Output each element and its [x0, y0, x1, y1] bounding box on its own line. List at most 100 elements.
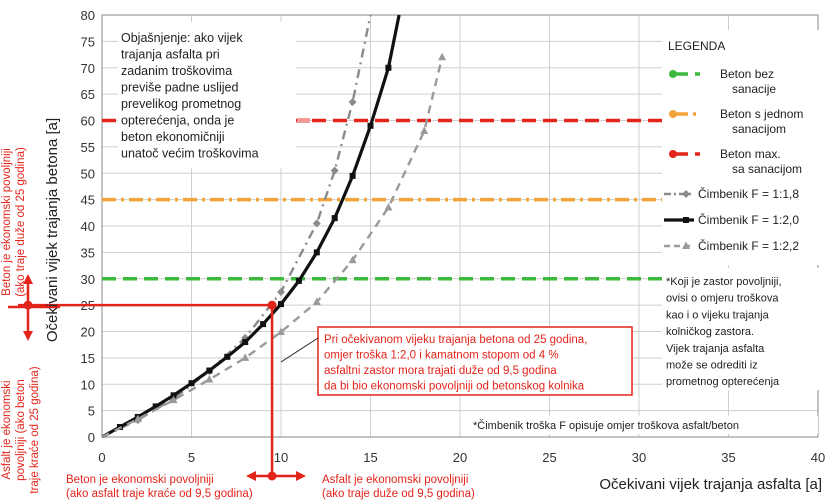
data-point	[188, 380, 195, 387]
legend-label: Čimbenik F = 1:2,2	[698, 238, 799, 253]
legend-marker	[682, 190, 690, 198]
red-box-line-1: Pri očekivanom vijeku trajanja betona od…	[324, 334, 587, 346]
legend-label: Čimbenik F = 1:1,8	[698, 186, 799, 201]
arrow-down-head	[23, 331, 33, 341]
y-tick-label: 55	[81, 140, 95, 155]
y-tick-label: 45	[81, 193, 95, 208]
y-tick-label: 50	[81, 166, 95, 181]
beton-up-line-1: Beton je ekonomski povoljniji	[1, 148, 13, 296]
data-point	[205, 375, 214, 383]
y-tick-label: 30	[81, 272, 95, 287]
red-box-line-3: asfaltni zastor mora trajati duže od 9,5…	[324, 365, 557, 377]
legend-label: Beton bez	[720, 67, 774, 81]
data-point	[277, 327, 285, 336]
data-point	[313, 249, 320, 256]
y-tick-label: 5	[88, 404, 95, 419]
series-curves	[101, 14, 447, 439]
callout-leader	[280, 337, 319, 363]
koji-line-1: *Koji je zastor povoljniji,	[666, 276, 782, 288]
y-tick-label: 10	[81, 377, 95, 392]
koji-line-3: kao i o vijeku trajanja	[666, 309, 770, 321]
data-point	[367, 122, 374, 129]
explanation-line-8: unatoč većim troškovima	[121, 147, 259, 161]
data-point	[169, 395, 178, 404]
red-box	[317, 326, 633, 396]
y-tick-label: 65	[81, 87, 95, 102]
data-point	[133, 414, 142, 423]
data-point	[385, 64, 392, 71]
footnote: *Čimbenik troška F opisuje omjer troškov…	[473, 419, 739, 432]
data-point	[224, 353, 231, 360]
beton-left-line-2: (ako asfalt traje kraće od 9,5 godina)	[66, 488, 253, 500]
marked-point	[267, 300, 277, 310]
legend-label: sanacijom	[732, 122, 786, 136]
data-point	[295, 277, 302, 284]
marked-point-lines	[8, 118, 310, 481]
annotations: Objašnjenje: ako vijek trajanja asfalta p…	[1, 22, 822, 500]
y-tick-label: 35	[81, 245, 95, 260]
arrow-right-head	[296, 471, 306, 481]
legend-swatch-dot	[669, 110, 677, 118]
koji-line-4: kolničkog zastora.	[666, 326, 754, 338]
red-box-line-4: da bi bio ekonomski povoljniji od betons…	[324, 381, 585, 393]
legend-marker	[682, 241, 690, 249]
explanation-line-3: zadanim troškovima	[121, 64, 232, 78]
data-point	[277, 287, 285, 296]
legend-label: sa sanacijom	[732, 162, 802, 176]
arrow-up-head	[23, 274, 33, 284]
explanation-bg	[118, 22, 296, 168]
data-point	[349, 172, 356, 179]
data-point	[152, 403, 159, 410]
data-point	[242, 339, 249, 346]
data-point	[330, 166, 339, 175]
koji-line-2: ovisi o omjeru troškova	[666, 293, 779, 305]
data-point	[206, 367, 213, 374]
x-tick-label: 35	[721, 450, 735, 465]
x-tick-label: 5	[188, 450, 195, 465]
data-point	[260, 321, 267, 328]
koji-line-6: može se odrediti iz	[666, 360, 758, 372]
asfalt-right-line-2: (ako traje duže od 9,5 godina)	[322, 488, 475, 500]
data-point	[438, 52, 447, 61]
legend-label: Beton s jednom	[720, 107, 803, 121]
x-tick-label: 40	[811, 450, 825, 465]
explanation-line-6: opterećenja, onda je	[121, 114, 234, 128]
explanation-line-4: previše padne uslijed	[121, 81, 238, 95]
explanation-line-5: prevelikog prometnog	[121, 97, 241, 111]
y-tick-label: 80	[81, 8, 95, 23]
asfalt-down-line-1: Asfalt je ekonomski	[1, 380, 13, 479]
data-point	[312, 297, 321, 305]
data-point	[278, 301, 284, 308]
legend-label: Čimbenik F = 1:2,0	[698, 212, 799, 227]
x-tick-label: 10	[274, 450, 288, 465]
legend-title: LEGENDA	[668, 39, 725, 53]
asfalt-down-line-2: povoljniji (ako beton	[15, 379, 27, 481]
asfalt-right-line-1: Asfalt je ekonomski povoljniji	[322, 474, 468, 486]
legend-label: sanacije	[732, 82, 776, 96]
x-tick-label: 30	[632, 450, 646, 465]
data-point	[241, 353, 250, 361]
explanation-line-7: beton ekonomičniji	[121, 130, 225, 144]
koji-line-5: Vijek trajanja asfalta	[666, 343, 765, 355]
koji-bg	[662, 268, 822, 390]
y-tick-label: 75	[81, 34, 95, 49]
y-tick-label: 40	[81, 219, 95, 234]
arrow-left-head	[246, 471, 256, 481]
legend-label: Beton max.	[720, 147, 781, 161]
legend-marker	[683, 217, 689, 223]
asfalt-down-line-3: traje kraće od 25 godina)	[29, 366, 41, 493]
beton-up-line-2: (ako traje duže od 25 godina)	[15, 147, 27, 297]
x-tick-label: 20	[453, 450, 467, 465]
legend-swatch-dot	[669, 70, 677, 78]
footnote-bg	[468, 416, 818, 434]
y-tick-label: 0	[88, 430, 95, 445]
data-point	[331, 215, 338, 222]
x-tick-label: 25	[542, 450, 556, 465]
series-line-1	[101, 14, 372, 439]
data-point	[348, 255, 357, 264]
x-tick-label: 0	[98, 450, 105, 465]
y-tick-label: 60	[81, 114, 95, 129]
x-tick-label: 15	[363, 450, 377, 465]
